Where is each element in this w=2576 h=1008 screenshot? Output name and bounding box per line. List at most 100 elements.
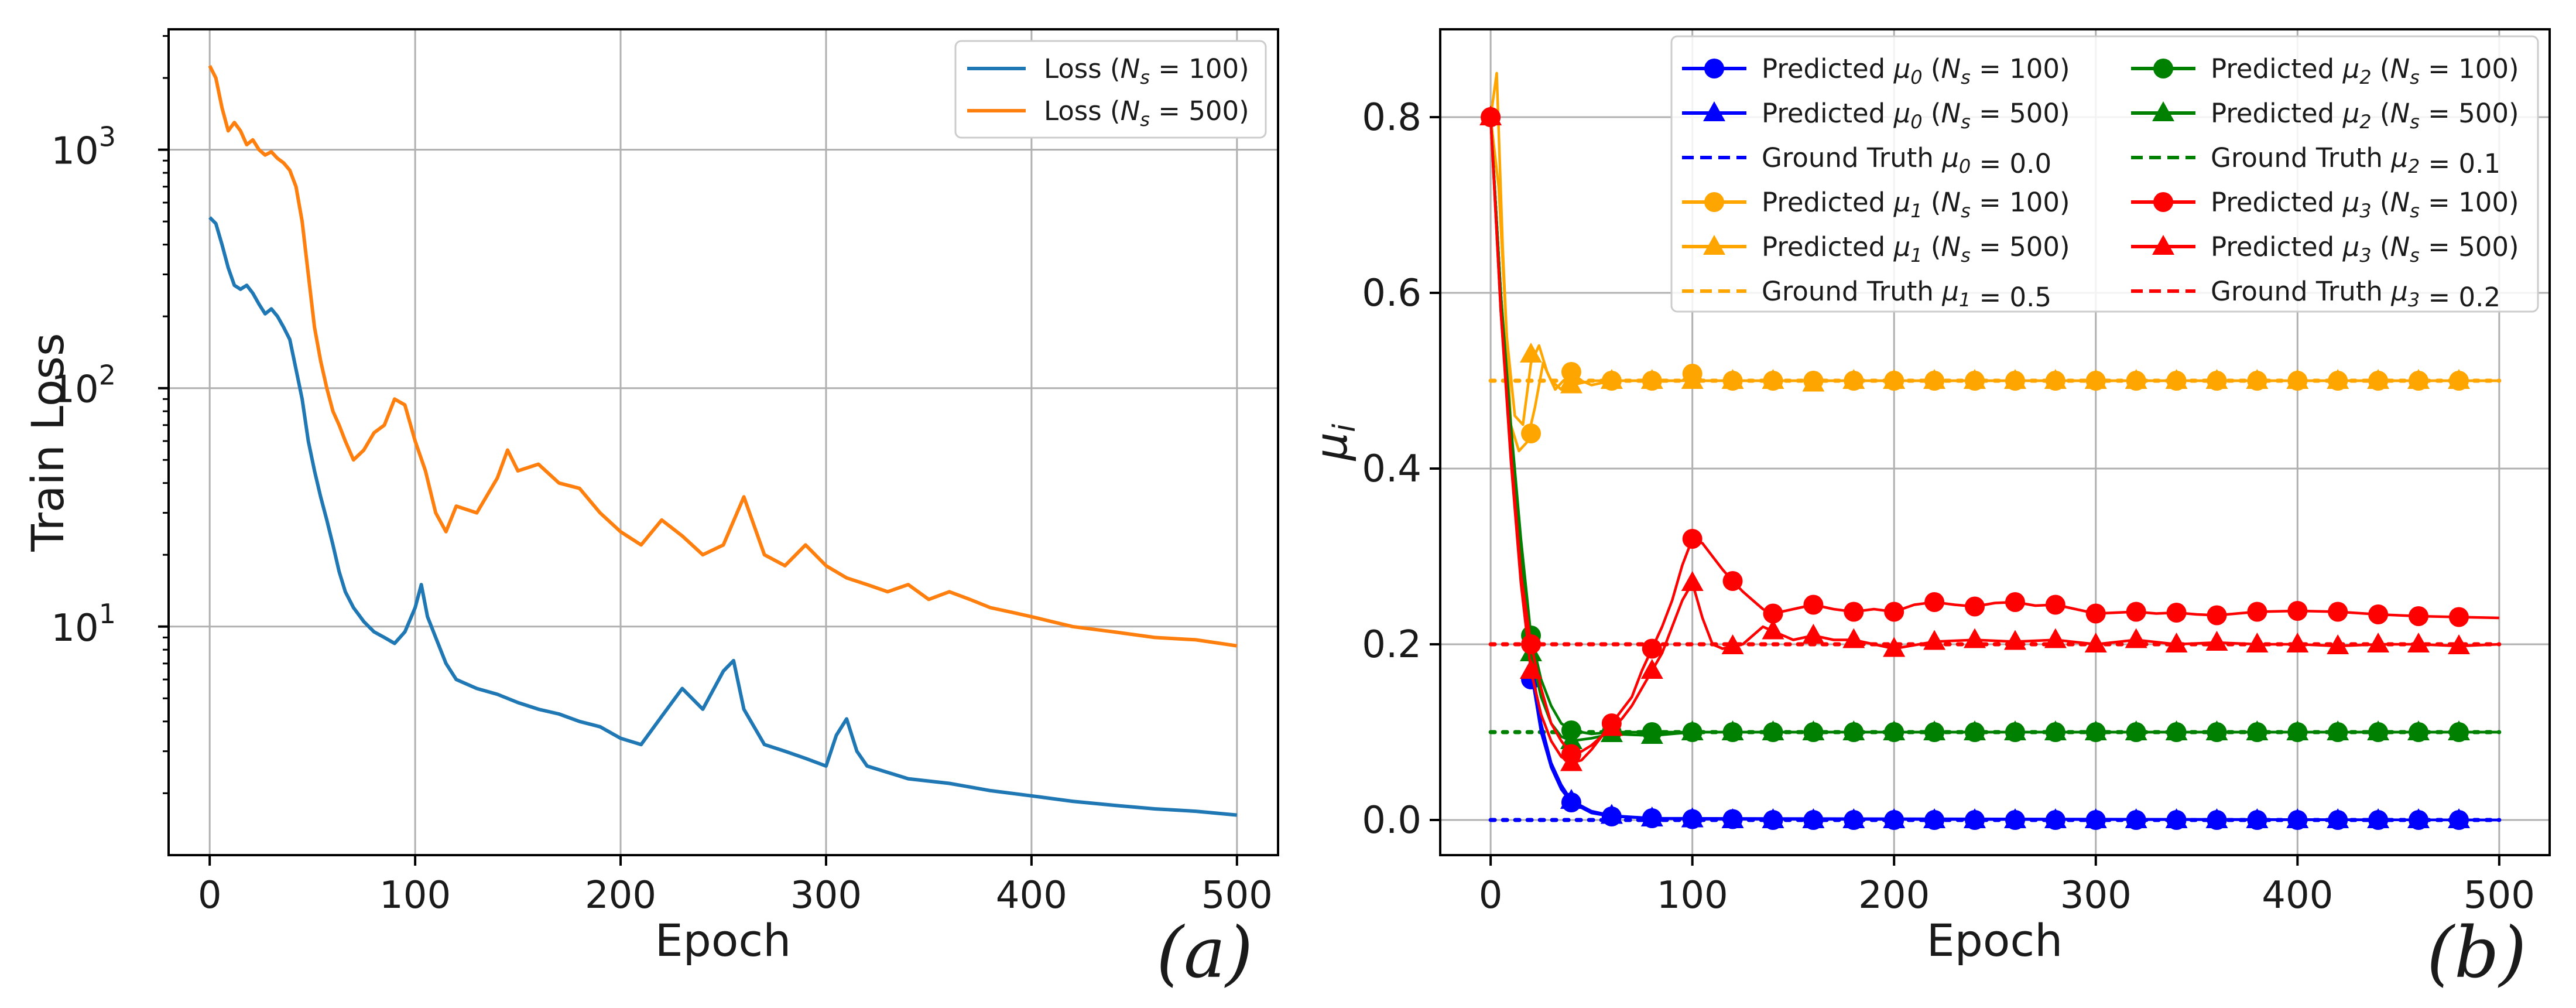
- marker-triangle-mu1-ns500: [2165, 369, 2188, 389]
- marker-triangle-mu2-ns500: [1923, 720, 1946, 740]
- y-tick-base: 10: [51, 607, 98, 650]
- marker-triangle-mu3-ns500: [2407, 633, 2430, 652]
- loss-series-line-ns500: [208, 64, 1238, 648]
- label-symbol: N: [2390, 187, 2410, 218]
- marker-triangle-mu1-ns500: [2407, 369, 2430, 389]
- label-subscript: s: [2410, 111, 2420, 133]
- label-symbol: N: [1941, 231, 1961, 262]
- marker-triangle-mu3-ns500: [1883, 637, 1906, 657]
- marker-triangle-mu1-ns500: [1802, 371, 1825, 392]
- label-subscript: 1: [1910, 244, 1922, 266]
- label-subscript: s: [1961, 111, 1971, 133]
- label-symbol: μ: [1893, 231, 1911, 262]
- marker-triangle-mu1-ns500: [1762, 369, 1784, 389]
- marker-triangle-mu0-ns500: [2165, 808, 2188, 828]
- x-tick-label: 500: [1201, 874, 1273, 917]
- marker-triangle-mu3-ns500: [2286, 633, 2309, 652]
- marker-triangle-mu2-ns500: [1842, 720, 1865, 740]
- label-reset: = 500): [1150, 95, 1249, 127]
- marker-triangle-mu3-ns500: [1520, 659, 1542, 679]
- legend-label: Predicted μ1 (Ns = 100): [1762, 187, 2070, 222]
- label-subscript: s: [2410, 200, 2420, 222]
- marker-triangle-mu2-ns500: [2004, 720, 2026, 740]
- marker-triangle-mu2-ns500: [1883, 720, 1906, 740]
- label-symbol: μ: [2390, 276, 2408, 307]
- panel-a-y-axis-label: Train Loss: [22, 333, 74, 552]
- legend-prefix: Predicted: [1762, 187, 1894, 218]
- marker-triangle-mu3-ns500: [2367, 633, 2390, 652]
- marker-triangle-mu0-ns500: [2286, 808, 2309, 828]
- legend-prefix: Ground Truth: [2211, 276, 2391, 307]
- marker-triangle-mu2-ns500: [2327, 720, 2349, 740]
- marker-circle-mu3-ns100: [1521, 634, 1542, 654]
- panel-a-x-ticks: 0 100 200 300 400 500: [198, 855, 1273, 917]
- marker-circle-mu3-ns100: [1844, 602, 1864, 622]
- marker-triangle-mu1-ns500: [1883, 369, 1906, 389]
- label-symbol: N: [2390, 231, 2410, 262]
- legend-label: Loss (Ns = 100): [1044, 53, 1249, 88]
- label-subscript: 0: [1910, 66, 1922, 88]
- label-symbol: μ: [1893, 98, 1911, 129]
- legend-label: Predicted μ3 (Ns = 100): [2211, 187, 2519, 222]
- label-subscript: s: [2410, 66, 2420, 88]
- legend-label: Predicted μ1 (Ns = 500): [1762, 231, 2070, 266]
- legend-label: Ground Truth μ2 = 0.1: [2211, 142, 2500, 179]
- label-subscript: 2: [2408, 155, 2420, 177]
- marker-triangle-mu1-ns500: [2044, 369, 2067, 389]
- marker-circle-mu3-ns100: [1682, 529, 1703, 549]
- label-symbol: μ: [2342, 53, 2360, 84]
- marker-circle-mu3-ns100: [2448, 607, 2469, 627]
- marker-circle-mu1-ns100: [1521, 423, 1542, 443]
- marker-circle-mu3-ns100: [2409, 606, 2429, 626]
- marker-triangle-mu3-ns500: [2125, 628, 2147, 648]
- legend-prefix: Predicted: [1762, 53, 1894, 84]
- y-tick-label: 102: [51, 360, 116, 412]
- y-tick-exponent: 1: [99, 598, 116, 630]
- marker-triangle-mu3-ns500: [1560, 751, 1582, 771]
- marker-triangle-mu0-ns500: [2205, 808, 2228, 828]
- marker-triangle-mu1-ns500: [1520, 343, 1542, 363]
- marker-triangle-mu0-ns500: [2084, 808, 2107, 828]
- label-reset: = 500): [1971, 98, 2070, 129]
- marker-triangle-mu3-ns500: [1842, 628, 1865, 648]
- panel-b-mu-chart: 0 100 200 300 400 500 0.00.20.40.60.8 Epoch μ…: [1305, 28, 2551, 994]
- marker-triangle-mu3-ns500: [1923, 630, 1946, 650]
- label-subscript: 0: [1910, 111, 1922, 133]
- marker-circle-mu3-ns100: [1803, 594, 1824, 615]
- panel-b-y-axis-label: μi: [1305, 423, 1362, 461]
- x-tick-label: 300: [790, 874, 862, 917]
- x-tick-label: 100: [1657, 874, 1728, 917]
- label-reset: = 100): [2420, 187, 2519, 218]
- legend-tail: = 0.5: [1971, 282, 2051, 313]
- x-tick-label: 300: [2060, 874, 2132, 917]
- marker-triangle-mu0-ns500: [2367, 808, 2390, 828]
- label-reset: (: [1923, 53, 1941, 84]
- marker-circle-mu3-ns100: [2247, 602, 2267, 622]
- label-symbol: N: [2390, 98, 2410, 129]
- legend-swatch-circle: [2153, 59, 2173, 78]
- marker-triangle-mu2-ns500: [1560, 729, 1582, 749]
- marker-triangle-mu1-ns500: [1600, 369, 1623, 389]
- label-subscript: s: [1961, 200, 1971, 222]
- marker-triangle-mu3-ns500: [2004, 630, 2026, 650]
- legend-prefix: Predicted: [1762, 231, 1894, 262]
- legend-tail: = 0.2: [2420, 282, 2500, 313]
- marker-triangle-mu3-ns500: [2448, 634, 2470, 654]
- marker-triangle-mu0-ns500: [2407, 808, 2430, 828]
- marker-circle-mu3-ns100: [1924, 592, 1945, 612]
- marker-triangle-mu3-ns500: [1640, 659, 1663, 679]
- legend-swatch-circle: [1704, 59, 1724, 78]
- label-reset: (: [1923, 98, 1941, 129]
- marker-circle-mu3-ns100: [1884, 602, 1904, 622]
- marker-circle-mu3-ns100: [2085, 603, 2106, 624]
- label-reset: (: [2372, 187, 2390, 218]
- legend-swatch-triangle: [2152, 101, 2174, 121]
- marker-triangle-mu0-ns500: [1681, 807, 1704, 828]
- label-subscript: 1: [1910, 200, 1922, 222]
- label-subscript: s: [1961, 244, 1971, 266]
- legend-tail: = 0.0: [1971, 148, 2051, 179]
- label-symbol: μ: [2342, 98, 2360, 129]
- marker-circle-mu3-ns100: [2045, 594, 2065, 615]
- label-subscript: 3: [2359, 200, 2371, 222]
- marker-triangle-mu1-ns500: [2246, 369, 2269, 389]
